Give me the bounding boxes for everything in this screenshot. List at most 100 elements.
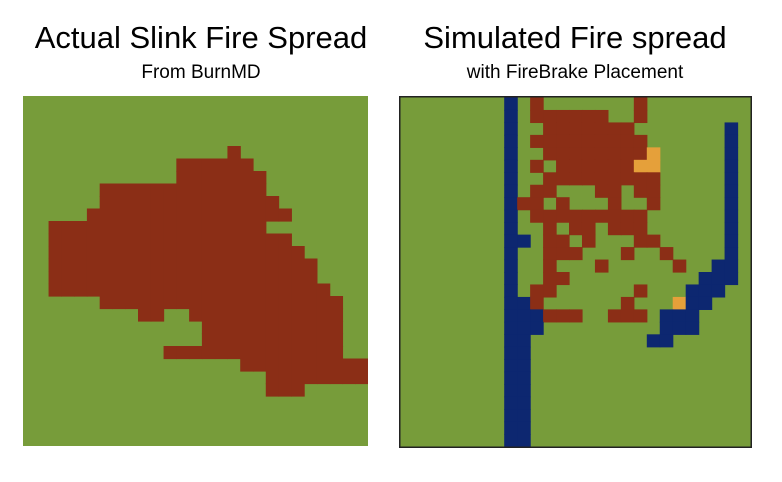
burned-cell [201, 308, 216, 322]
firebreak-cell [659, 334, 674, 348]
burned-cell [543, 122, 557, 136]
burned-cell [253, 333, 267, 347]
firebreak-cell [724, 184, 739, 198]
burned-cell [265, 283, 280, 297]
burned-cell [253, 321, 267, 335]
burned-cell [189, 271, 203, 285]
firebreak-cell [504, 134, 518, 148]
burned-cell [278, 321, 292, 335]
firebreak-cell [504, 309, 518, 323]
burned-cell [240, 296, 254, 310]
burned-cell [253, 308, 267, 322]
burned-cell [163, 346, 177, 360]
firebreak-cell [504, 209, 518, 223]
burned-cell [201, 346, 216, 360]
burned-cell [125, 271, 139, 285]
left-panel-title: Actual Slink Fire Spread [34, 20, 368, 55]
burned-cell [99, 221, 114, 235]
firebreak-cell [517, 334, 531, 348]
burned-cell [125, 283, 139, 297]
burned-cell [112, 233, 126, 247]
burned-cell [201, 258, 216, 272]
firebreak-cell [724, 134, 739, 148]
burned-cell [581, 122, 596, 136]
burned-cell [227, 146, 241, 160]
burned-cell [253, 296, 267, 310]
burned-cell [150, 221, 165, 235]
burned-cell [530, 97, 544, 111]
grid-frame [399, 96, 752, 448]
firebreak-cell [685, 284, 700, 298]
burned-cell [227, 158, 241, 172]
firebreak-cell [504, 197, 518, 211]
firebreak-cell [504, 359, 518, 373]
burned-cell [278, 246, 292, 260]
burned-cell [227, 208, 241, 222]
burned-cell [304, 371, 318, 385]
firebreak-cell [504, 272, 518, 286]
burned-cell [138, 183, 152, 197]
burned-cell [48, 271, 62, 285]
burned-cell [201, 246, 216, 260]
burned-cell [138, 258, 152, 272]
burned-cell [620, 209, 635, 223]
burned-cell [543, 184, 557, 198]
burned-cell [201, 221, 216, 235]
burned-cell [125, 258, 139, 272]
firebreak-cell [698, 296, 713, 310]
burned-cell [265, 358, 280, 372]
burned-cell [48, 246, 62, 260]
burned-cell [240, 358, 254, 372]
left-panel-subtitle: From BurnMD [141, 62, 261, 83]
firebreak-cell [659, 321, 674, 335]
burned-cell [253, 221, 267, 235]
burned-cell [316, 346, 331, 360]
burned-cell [594, 122, 609, 136]
burned-cell [99, 246, 114, 260]
burned-cell [176, 171, 190, 185]
firebreak-cell [517, 234, 531, 248]
burned-cell [329, 333, 344, 347]
burned-cell [253, 258, 267, 272]
burned-cell [633, 134, 648, 148]
simulated-fire-grid [399, 96, 752, 448]
firebreak-cell [517, 371, 531, 385]
burned-cell [176, 283, 190, 297]
burned-cell [61, 283, 75, 297]
burned-cell [163, 271, 177, 285]
firebreak-cell [517, 296, 531, 310]
burned-cell [265, 233, 280, 247]
burned-cell [316, 283, 331, 297]
burned-cell [240, 233, 254, 247]
burned-cell [316, 371, 331, 385]
burned-cell [201, 333, 216, 347]
burned-cell [556, 147, 570, 161]
burned-cell [214, 271, 229, 285]
burned-cell [291, 258, 305, 272]
burned-cell [227, 183, 241, 197]
burned-cell [125, 208, 139, 222]
burned-cell [581, 172, 596, 186]
firebreak-cell [711, 284, 726, 298]
right-panel-title: Simulated Fire spread [423, 20, 727, 55]
burned-cell [240, 321, 254, 335]
burned-cell [594, 184, 609, 198]
burned-cell [189, 346, 203, 360]
burned-cell [581, 234, 596, 248]
burned-cell [86, 258, 101, 272]
burned-cell [556, 122, 570, 136]
burned-cell [316, 296, 331, 310]
firebreak-cell [504, 247, 518, 261]
burned-cell [556, 234, 570, 248]
burned-cell [607, 184, 622, 198]
burned-cell [291, 283, 305, 297]
burned-cell [214, 171, 229, 185]
burned-cell [620, 309, 635, 323]
burned-cell [163, 208, 177, 222]
firebreak-cell [685, 309, 700, 323]
burned-cell [61, 221, 75, 235]
burned-cell [227, 221, 241, 235]
burned-cell [594, 109, 609, 124]
burned-cell [556, 272, 570, 286]
burned-cell [607, 147, 622, 161]
